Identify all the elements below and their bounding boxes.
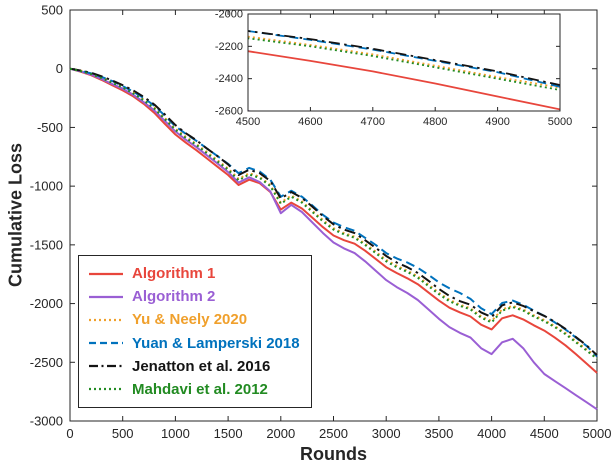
y-tick-label: -1000	[30, 179, 63, 194]
y-axis-label: Cumulative Loss	[5, 142, 26, 288]
inset-x-tick-label: 4900	[485, 116, 509, 128]
x-tick-label: 3000	[372, 426, 401, 441]
legend-item: Yuan & Lamperski 2018	[88, 335, 311, 352]
series-line-1	[69, 67, 598, 374]
y-tick-label: -3000	[30, 414, 63, 429]
x-tick-label: 1500	[214, 426, 243, 441]
series-line-6	[69, 67, 598, 360]
inset-frame	[247, 13, 561, 112]
legend-item: Algorithm 1	[88, 265, 311, 282]
x-axis-label: Rounds	[300, 444, 367, 464]
inset-x-tick-label: 4600	[298, 116, 322, 128]
legend-line-sample	[89, 272, 123, 275]
legend-item-label: Yuan & Lamperski 2018	[132, 334, 300, 352]
y-tick-label: -1500	[30, 237, 63, 252]
legend-item: Jenatton et al. 2016	[88, 358, 311, 375]
x-tick-label: 2500	[319, 426, 348, 441]
inset-x-tick-label: 4800	[423, 116, 447, 128]
legend-item: Yu & Neely 2020	[88, 311, 311, 328]
series-line-4	[69, 67, 598, 358]
legend-line-sample	[89, 388, 123, 391]
y-tick-label: -2000	[30, 296, 63, 311]
inset-x-tick-label: 5000	[548, 116, 572, 128]
legend-item-label: Jenatton et al. 2016	[132, 357, 271, 375]
legend-item: Mahdavi et al. 2012	[88, 381, 311, 398]
legend-item: Algorithm 2	[88, 288, 311, 305]
x-tick-label: 4000	[477, 426, 506, 441]
x-tick-label: 1000	[161, 426, 190, 441]
x-tick-label: 5000	[583, 426, 612, 441]
inset-x-tick-label: 4500	[236, 116, 260, 128]
inset-y-tick-label: -2000	[215, 9, 243, 21]
x-tick-label: 500	[112, 426, 134, 441]
legend-line-sample	[89, 365, 123, 368]
series-line-5	[69, 67, 598, 356]
legend-line-sample	[89, 341, 123, 345]
x-tick-label: 2000	[266, 426, 295, 441]
inset-y-tick-label: -2400	[215, 73, 243, 85]
y-tick-label: -2500	[30, 355, 63, 370]
inset-y-tick-label: -2600	[215, 106, 243, 118]
inset-background	[248, 14, 560, 111]
series-line-3	[69, 67, 598, 358]
x-tick-label: 4500	[530, 426, 559, 441]
legend: Algorithm 1 Algorithm 2 Yu & Neely 2020 Yua…	[78, 255, 312, 408]
y-tick-label: -500	[37, 120, 63, 135]
legend-item-label: Algorithm 1	[132, 265, 216, 283]
legend-line-sample	[89, 318, 123, 322]
x-tick-label: 0	[66, 426, 73, 441]
legend-item-label: Algorithm 2	[132, 288, 216, 306]
legend-item-label: Mahdavi et al. 2012	[132, 380, 268, 398]
inset-y-tick-label: -2200	[215, 41, 243, 53]
y-tick-label: 0	[56, 61, 63, 76]
x-tick-label: 3500	[424, 426, 453, 441]
series-line-2	[69, 67, 598, 411]
legend-item-label: Yu & Neely 2020	[132, 311, 248, 329]
y-tick-label: 500	[41, 3, 63, 18]
inset-x-tick-label: 4700	[361, 116, 385, 128]
legend-line-sample	[89, 295, 123, 298]
